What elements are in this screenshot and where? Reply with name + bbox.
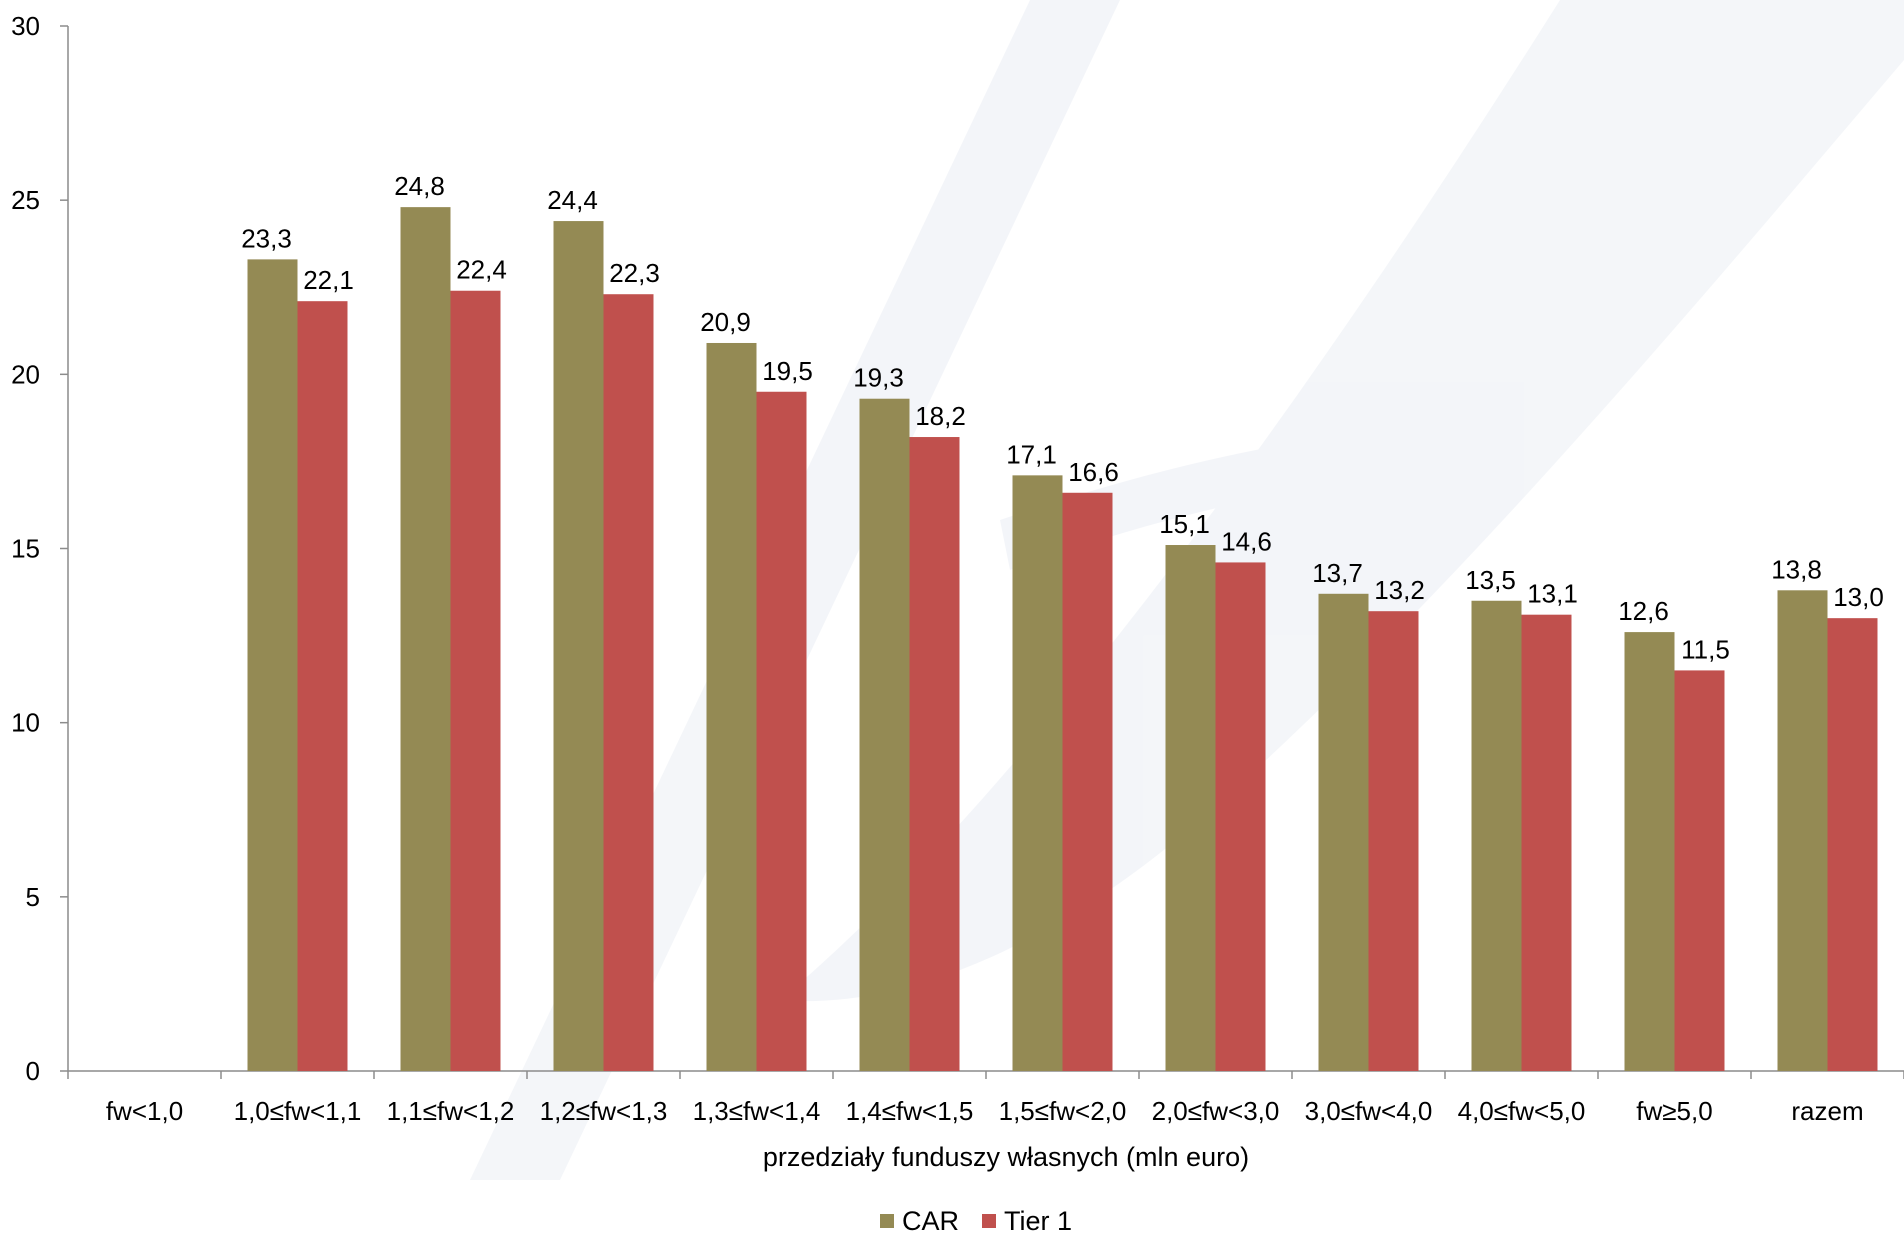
x-tick-label: 2,0≤fw<3,0 — [1152, 1096, 1280, 1126]
y-tick-label: 5 — [26, 882, 40, 912]
bar-car — [1624, 632, 1675, 1071]
x-tick-label: 1,5≤fw<2,0 — [999, 1096, 1127, 1126]
y-tick-label: 30 — [11, 11, 40, 41]
bar-car — [1318, 593, 1369, 1071]
y-tick-label: 10 — [11, 708, 40, 738]
data-label: 19,5 — [762, 356, 813, 386]
axes: 0 5 10 15 20 25 30 fw<1,0 1,0≤fw<1,1 1,1≤fw<1,2 1,… — [11, 11, 1904, 1126]
y-tick-label: 15 — [11, 534, 40, 564]
bar-tier-1 — [297, 301, 348, 1071]
bar-tier-1 — [450, 290, 501, 1071]
x-tick-label: 1,4≤fw<1,5 — [846, 1096, 974, 1126]
data-label: 22,1 — [303, 265, 354, 295]
bars — [247, 207, 1878, 1072]
x-tick-label: fw<1,0 — [106, 1096, 183, 1126]
data-label: 23,3 — [241, 223, 292, 253]
x-tick-label: fw≥5,0 — [1636, 1096, 1712, 1126]
x-tick-label: razem — [1791, 1096, 1863, 1126]
legend-swatch — [982, 1214, 996, 1228]
data-label: 13,7 — [1312, 558, 1363, 588]
bar-tier-1 — [1674, 670, 1725, 1071]
bar-car — [247, 259, 298, 1072]
x-axis-title: przedziały funduszy własnych (mln euro) — [763, 1142, 1249, 1172]
y-tick-label: 0 — [26, 1056, 40, 1086]
data-labels: 23,3 24,8 24,4 20,9 19,3 17,1 15,1 13,7 13,5 12,6… — [241, 171, 1884, 664]
bar-car — [553, 221, 604, 1072]
bar-tier-1 — [909, 437, 960, 1071]
data-label: 15,1 — [1159, 509, 1210, 539]
data-label: 13,8 — [1771, 554, 1822, 584]
bar-car — [1165, 545, 1216, 1071]
x-tick-label: 1,0≤fw<1,1 — [234, 1096, 362, 1126]
data-label: 18,2 — [915, 401, 966, 431]
bar-car — [706, 342, 757, 1071]
bar-car — [1471, 600, 1522, 1071]
x-tick-label: 1,3≤fw<1,4 — [693, 1096, 821, 1126]
y-tick-label: 20 — [11, 359, 40, 389]
x-tick-label: 1,1≤fw<1,2 — [387, 1096, 515, 1126]
data-label: 20,9 — [700, 307, 751, 337]
data-label: 13,2 — [1374, 575, 1425, 605]
x-tick-label: 1,2≤fw<1,3 — [540, 1096, 668, 1126]
data-label: 14,6 — [1221, 526, 1272, 556]
x-tick-label: 3,0≤fw<4,0 — [1305, 1096, 1433, 1126]
bar-tier-1 — [756, 391, 807, 1071]
bar-car — [1777, 590, 1828, 1071]
data-label: 24,8 — [394, 171, 445, 201]
data-label: 13,1 — [1527, 579, 1578, 609]
data-label: 13,5 — [1465, 565, 1516, 595]
data-label: 16,6 — [1068, 457, 1119, 487]
data-label: 22,4 — [456, 255, 507, 285]
legend: CAR Tier 1 — [880, 1206, 1072, 1236]
bar-tier-1 — [1521, 614, 1572, 1071]
bar-car — [400, 207, 451, 1072]
legend-label: CAR — [902, 1206, 959, 1236]
x-tick-label: 4,0≤fw<5,0 — [1458, 1096, 1586, 1126]
data-label: 13,0 — [1833, 582, 1884, 612]
data-label: 22,3 — [609, 258, 660, 288]
data-label: 24,4 — [547, 185, 598, 215]
bar-tier-1 — [1215, 562, 1266, 1071]
bar-car — [1012, 475, 1063, 1072]
data-label: 17,1 — [1006, 439, 1057, 469]
data-label: 12,6 — [1618, 596, 1669, 626]
legend-swatch — [880, 1214, 894, 1228]
bar-tier-1 — [603, 294, 654, 1071]
y-tick-label: 25 — [11, 185, 40, 215]
legend-label: Tier 1 — [1004, 1206, 1072, 1236]
bar-tier-1 — [1368, 611, 1419, 1071]
bar-tier-1 — [1062, 492, 1113, 1071]
bar-tier-1 — [1827, 618, 1878, 1071]
data-label: 19,3 — [853, 363, 904, 393]
data-label: 11,5 — [1681, 634, 1730, 664]
bar-car — [859, 398, 910, 1071]
